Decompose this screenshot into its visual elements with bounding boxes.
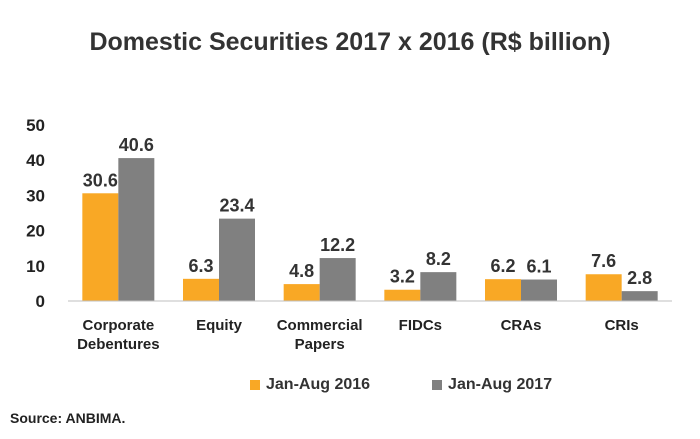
data-label: 23.4	[219, 196, 254, 216]
bar	[384, 289, 421, 301]
legend-swatch-2017	[432, 380, 443, 390]
source-note: Source: ANBIMA.	[10, 410, 126, 426]
data-label: 40.6	[119, 135, 154, 155]
chart-title: Domestic Securities 2017 x 2016 (R$ bill…	[89, 28, 611, 56]
data-label: 2.8	[627, 268, 652, 288]
data-label: 12.2	[320, 235, 355, 255]
bar	[485, 279, 521, 301]
bar	[319, 258, 356, 301]
x-tick-label: Papers	[295, 336, 345, 353]
y-tick-label: 40	[26, 151, 45, 170]
data-label: 4.8	[289, 261, 314, 281]
data-label: 7.6	[591, 251, 616, 271]
legend-label-2017: Jan-Aug 2017	[448, 376, 553, 393]
y-tick-label: 20	[26, 222, 45, 241]
bar	[585, 274, 622, 301]
x-tick-label: CRAs	[501, 317, 542, 334]
data-label: 30.6	[83, 170, 118, 190]
y-tick-label: 0	[36, 292, 45, 311]
bar	[118, 158, 155, 301]
x-tick-label: Commercial	[277, 317, 363, 334]
legend-swatch-2016	[250, 380, 260, 390]
legend-label-2016: Jan-Aug 2016	[266, 376, 371, 393]
data-label: 3.2	[390, 267, 415, 287]
x-tick-label: Debentures	[77, 336, 160, 353]
x-tick-label: Equity	[196, 317, 242, 334]
bar	[621, 291, 658, 301]
y-tick-label: 50	[26, 116, 45, 135]
data-label: 6.3	[188, 256, 213, 276]
bar	[521, 279, 557, 301]
x-tick-label: CRIs	[605, 317, 639, 334]
bar	[82, 193, 119, 301]
legend-item-2016: Jan-Aug 2016	[250, 376, 370, 394]
x-tick-label: Corporate	[82, 317, 154, 334]
chart-legend: Jan-Aug 2016 Jan-Aug 2017	[250, 376, 614, 394]
x-tick-label: FIDCs	[399, 317, 442, 334]
bar	[219, 218, 255, 301]
data-label: 8.2	[426, 249, 451, 269]
bar	[420, 272, 457, 301]
bar	[283, 284, 320, 301]
legend-item-2017: Jan-Aug 2017	[432, 376, 552, 394]
y-tick-label: 10	[26, 257, 45, 276]
data-label: 6.2	[490, 256, 515, 276]
data-label: 6.1	[526, 257, 551, 277]
y-tick-label: 30	[26, 186, 45, 205]
bar	[183, 278, 219, 301]
